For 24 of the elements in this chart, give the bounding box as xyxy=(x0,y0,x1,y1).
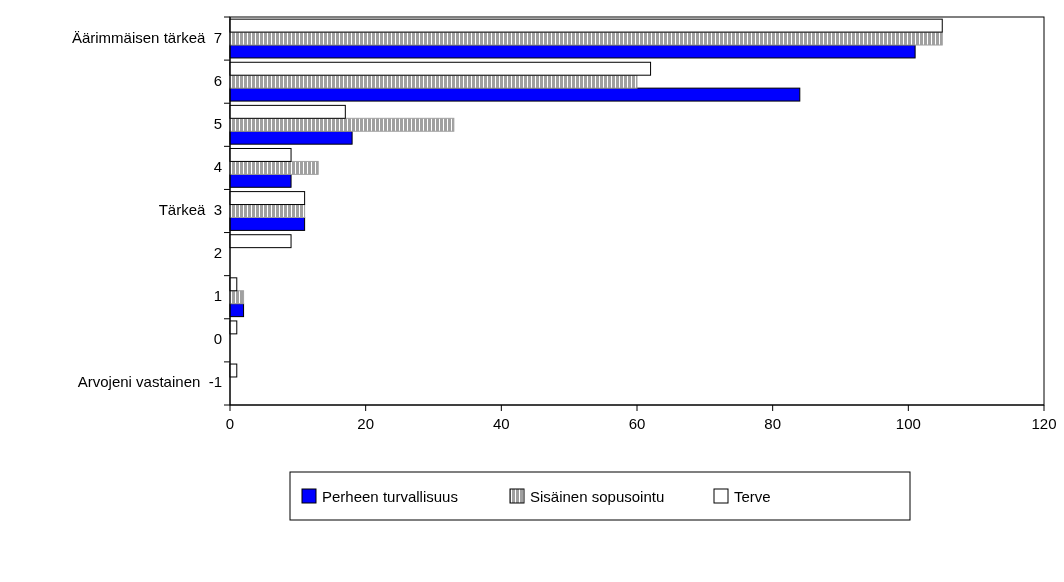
bar xyxy=(229,74,638,89)
y-tick-label: 6 xyxy=(213,71,222,89)
y-tick-label: Tärkeä 3 xyxy=(158,200,222,218)
bar xyxy=(229,31,943,46)
x-tick-label: 60 xyxy=(628,415,646,432)
y-tick-label: 2 xyxy=(213,244,222,262)
legend-label: Sisäinen sopusointu xyxy=(530,488,665,505)
bar xyxy=(229,160,319,175)
x-tick-label: 120 xyxy=(1031,415,1057,432)
y-tick-label: 1 xyxy=(213,287,222,305)
x-tick-label: 80 xyxy=(764,415,782,432)
bar xyxy=(229,204,306,218)
x-tick-label: 0 xyxy=(225,415,235,432)
bar xyxy=(229,117,455,132)
y-tick-label: Äärimmäisen tärkeä 7 xyxy=(71,28,222,46)
y-tick-label: 0 xyxy=(213,330,222,348)
x-tick-label: 100 xyxy=(895,415,921,432)
y-tick-label: 5 xyxy=(213,114,222,132)
legend-label: Perheen turvallisuus xyxy=(322,488,458,505)
y-tick-label: Arvojeni vastainen -1 xyxy=(77,373,222,391)
legend-label: Terve xyxy=(734,488,771,505)
y-tick-label: 4 xyxy=(213,157,222,175)
x-tick-label: 40 xyxy=(492,415,510,432)
x-tick-label: 20 xyxy=(357,415,375,432)
